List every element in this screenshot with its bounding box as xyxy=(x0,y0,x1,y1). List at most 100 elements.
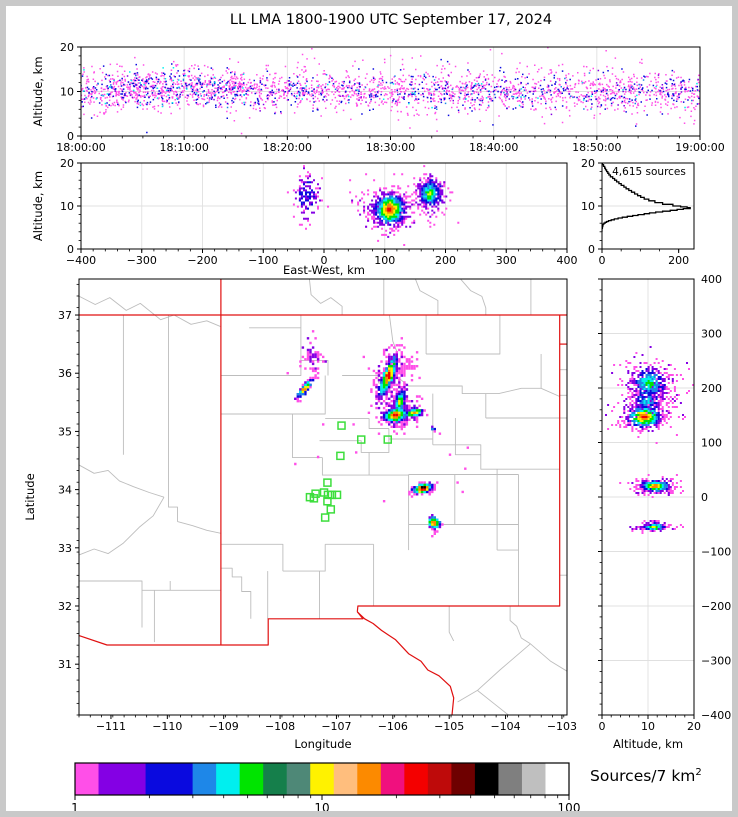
svg-text:−400: −400 xyxy=(701,709,731,722)
svg-text:1: 1 xyxy=(71,801,79,815)
svg-text:0: 0 xyxy=(67,243,74,256)
svg-text:0: 0 xyxy=(588,243,595,256)
source-points xyxy=(81,58,700,134)
svg-text:−400: −400 xyxy=(66,254,96,267)
figure-title: LL LMA 1800-1900 UTC September 17, 2024 xyxy=(229,12,553,28)
svg-text:10: 10 xyxy=(314,801,329,815)
source-points xyxy=(286,165,460,246)
source-points xyxy=(637,412,660,528)
source-points xyxy=(629,374,668,530)
svg-text:−300: −300 xyxy=(701,655,731,668)
svg-text:−300: −300 xyxy=(127,254,157,267)
svg-text:Altitude, km: Altitude, km xyxy=(613,737,683,751)
svg-text:18:20:00: 18:20:00 xyxy=(263,141,312,154)
source-points xyxy=(377,183,438,224)
svg-text:37: 37 xyxy=(58,309,72,322)
svg-text:18:10:00: 18:10:00 xyxy=(159,141,208,154)
svg-text:400: 400 xyxy=(557,254,578,267)
source-points xyxy=(294,167,448,238)
source-points xyxy=(387,207,392,212)
svg-text:18:40:00: 18:40:00 xyxy=(469,141,518,154)
altitude-histogram-curve xyxy=(602,163,691,232)
svg-text:−108: −108 xyxy=(265,720,295,733)
source-points xyxy=(605,346,688,532)
source-points xyxy=(286,330,469,538)
svg-text:32: 32 xyxy=(58,600,72,613)
source-points xyxy=(383,191,432,218)
source-points xyxy=(81,47,700,135)
colorbar-label: Sources/7 km2 xyxy=(590,767,702,785)
svg-text:35: 35 xyxy=(58,425,72,438)
svg-text:19:00:00: 19:00:00 xyxy=(675,141,724,154)
colorbar: 1 10 100 xyxy=(71,762,581,815)
map-content xyxy=(79,279,567,715)
source-points xyxy=(420,486,426,489)
svg-text:300: 300 xyxy=(496,254,517,267)
svg-text:Altitude, km: Altitude, km xyxy=(31,56,45,126)
county-borders xyxy=(79,279,567,715)
source-points xyxy=(296,355,442,529)
map-panel: −111 −110 −109 −108 −107 −106 −105 −104 −103 31 32… xyxy=(23,278,577,751)
svg-text:0: 0 xyxy=(321,254,328,267)
source-points xyxy=(298,179,442,226)
svg-text:−105: −105 xyxy=(434,720,464,733)
state-borders xyxy=(79,279,567,715)
svg-text:−107: −107 xyxy=(321,720,351,733)
time-height-panel: 18:00:00 18:10:00 18:20:00 18:30:00 18:40:00… xyxy=(31,41,725,154)
svg-text:−100: −100 xyxy=(248,254,278,267)
svg-text:−109: −109 xyxy=(209,720,239,733)
svg-text:−200: −200 xyxy=(701,600,731,613)
svg-text:31: 31 xyxy=(58,658,72,671)
lma-multipanel-plot: 18:00:00 18:10:00 18:20:00 18:30:00 18:40:00… xyxy=(23,41,731,815)
svg-text:300: 300 xyxy=(701,328,722,341)
svg-text:20: 20 xyxy=(60,157,74,170)
svg-text:200: 200 xyxy=(435,254,456,267)
svg-text:−111: −111 xyxy=(96,720,126,733)
source-points xyxy=(301,369,436,526)
svg-text:20: 20 xyxy=(60,41,74,54)
svg-text:400: 400 xyxy=(701,273,722,286)
source-points xyxy=(641,416,648,418)
svg-text:Latitude: Latitude xyxy=(23,473,37,520)
svg-text:33: 33 xyxy=(58,542,72,555)
svg-text:36: 36 xyxy=(58,367,72,380)
svg-text:0: 0 xyxy=(67,130,74,143)
svg-text:200: 200 xyxy=(701,382,722,395)
source-points xyxy=(301,367,436,526)
svg-text:−103: −103 xyxy=(547,720,577,733)
svg-text:18:50:00: 18:50:00 xyxy=(572,141,621,154)
svg-text:18:30:00: 18:30:00 xyxy=(366,141,415,154)
svg-text:100: 100 xyxy=(701,437,722,450)
svg-text:20: 20 xyxy=(687,720,701,733)
svg-text:Altitude, km: Altitude, km xyxy=(31,171,45,241)
svg-text:100: 100 xyxy=(374,254,395,267)
svg-text:100: 100 xyxy=(558,801,581,815)
colorbar-label-sup: 2 xyxy=(695,767,702,778)
svg-text:−104: −104 xyxy=(490,720,520,733)
svg-text:10: 10 xyxy=(60,86,74,99)
svg-text:18:00:00: 18:00:00 xyxy=(56,141,105,154)
svg-text:0: 0 xyxy=(701,491,708,504)
svg-text:10: 10 xyxy=(641,720,655,733)
source-points xyxy=(296,355,442,529)
ew-height-panel: −400 −300 −200 −100 0 100 200 300 400 0 10 20 East-W… xyxy=(31,157,578,277)
source-points xyxy=(385,372,426,491)
source-points xyxy=(301,362,439,526)
svg-text:20: 20 xyxy=(581,157,595,170)
svg-text:−100: −100 xyxy=(701,546,731,559)
svg-text:0: 0 xyxy=(599,254,606,267)
svg-text:−200: −200 xyxy=(187,254,217,267)
svg-text:Longitude: Longitude xyxy=(294,737,351,751)
ns-height-panel: 0 10 20−400 −300 −200 −100 0 100 200 300 400 Altitu… xyxy=(598,273,731,751)
svg-text:34: 34 xyxy=(58,484,72,497)
altitude-histogram-panel: 0 200 0 10 20 xyxy=(581,157,695,267)
svg-text:−106: −106 xyxy=(378,720,408,733)
lma-station-markers xyxy=(305,421,392,522)
svg-text:10: 10 xyxy=(581,200,595,213)
svg-text:200: 200 xyxy=(668,254,689,267)
svg-text:−110: −110 xyxy=(152,720,182,733)
svg-text:10: 10 xyxy=(60,200,74,213)
colorbar-label-text: Sources/7 km xyxy=(590,767,696,786)
histogram-sources-annotation: 4,615 sources xyxy=(612,166,686,178)
